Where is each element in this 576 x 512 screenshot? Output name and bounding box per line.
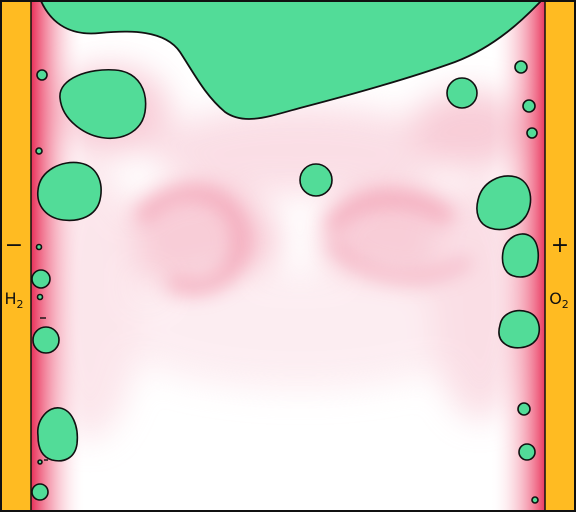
bubble — [37, 407, 79, 462]
bubble — [31, 269, 51, 289]
bubble — [35, 147, 43, 155]
bubble — [526, 127, 538, 139]
anode-sign: + — [551, 233, 569, 258]
cathode-sign: − — [5, 233, 23, 258]
bubble — [476, 175, 532, 231]
cathode-gas-symbol: H — [4, 289, 16, 308]
bubble — [36, 69, 48, 81]
bubble — [501, 233, 540, 278]
gas-bubbles — [31, 60, 541, 504]
bubble — [531, 496, 539, 504]
bubble — [36, 293, 44, 301]
bubble — [446, 77, 478, 109]
bubble — [35, 243, 43, 251]
anode-gas-symbol: O — [549, 289, 562, 308]
bubble — [518, 443, 536, 461]
nucleation-marks — [40, 317, 48, 461]
gas-headspace — [39, 0, 544, 120]
bubble — [31, 483, 49, 501]
bubble — [59, 68, 147, 139]
anode-gas-subscript: 2 — [562, 298, 569, 311]
bubble — [32, 326, 60, 354]
bubble — [37, 459, 43, 465]
cathode-electrode — [0, 0, 32, 512]
cathode-gas-label: H2 — [4, 289, 23, 311]
cathode-gas-subscript: 2 — [17, 298, 24, 311]
bubble — [37, 161, 102, 222]
anode-gas-label: O2 — [549, 289, 569, 311]
bubble — [299, 163, 333, 197]
bubble — [517, 402, 531, 416]
bubble — [514, 60, 528, 74]
bubble — [522, 99, 536, 113]
bubble — [498, 309, 541, 349]
